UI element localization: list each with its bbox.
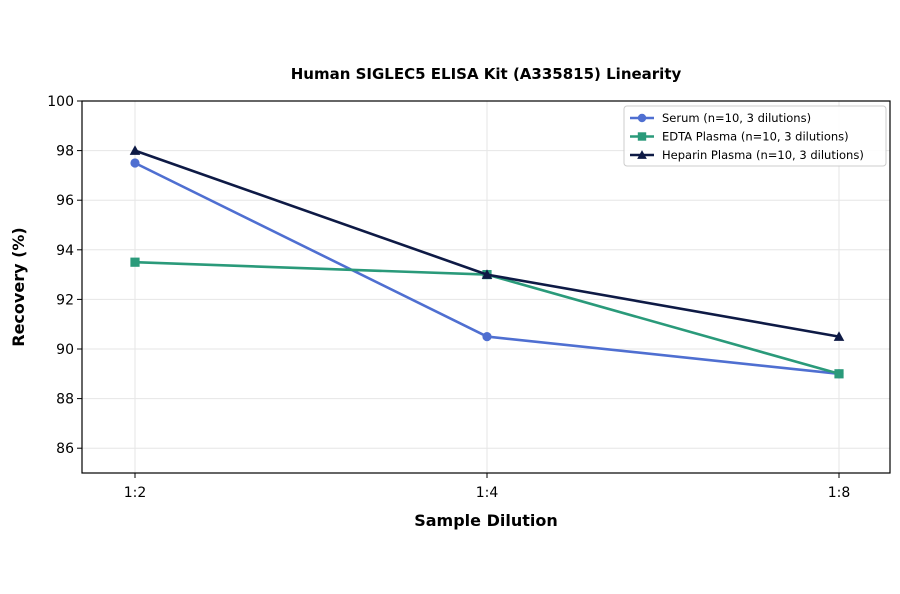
legend-marker	[637, 113, 647, 123]
legend-label: EDTA Plasma (n=10, 3 dilutions)	[662, 130, 849, 144]
legend-marker	[637, 132, 647, 141]
legend-item: Serum (n=10, 3 dilutions)	[630, 111, 811, 125]
legend-label: Heparin Plasma (n=10, 3 dilutions)	[662, 148, 864, 162]
legend-box	[623, 105, 887, 167]
chart-title: Human SIGLEC5 ELISA Kit (A335815) Linear…	[291, 65, 682, 83]
plot-frame	[81, 100, 891, 474]
legend-marker	[637, 150, 647, 159]
y-tick-label: 100	[47, 94, 74, 110]
x-axis-label: Sample Dilution	[414, 511, 558, 530]
x-tick-label: 1:2	[124, 485, 147, 501]
data-point	[129, 145, 141, 155]
grid-layer	[82, 101, 890, 473]
data-point	[482, 332, 492, 342]
data-point	[481, 269, 493, 279]
y-tick-label: 92	[56, 292, 74, 308]
data-point	[130, 158, 140, 168]
y-tick-label: 94	[56, 243, 74, 259]
data-point	[130, 257, 140, 267]
data-point	[833, 331, 845, 341]
y-tick-label: 86	[56, 441, 74, 457]
ticks-layer: 86 88 90 92 94 96 98 100 1:2 1:4 1:8	[47, 94, 850, 501]
data-point	[834, 369, 844, 379]
y-tick-label: 96	[56, 193, 74, 209]
legend-item: EDTA Plasma (n=10, 3 dilutions)	[630, 130, 849, 144]
legend-item: Heparin Plasma (n=10, 3 dilutions)	[630, 148, 864, 162]
y-tick-label: 88	[56, 392, 74, 408]
y-tick-label: 90	[56, 342, 74, 358]
legend-label: Serum (n=10, 3 dilutions)	[662, 111, 811, 125]
legend: Serum (n=10, 3 dilutions) EDTA Plasma (n=…	[623, 105, 887, 167]
y-axis-label: Recovery (%)	[9, 227, 28, 346]
x-tick-label: 1:8	[828, 485, 851, 501]
x-tick-label: 1:4	[476, 485, 499, 501]
series-layer	[129, 145, 845, 379]
y-tick-label: 98	[56, 144, 74, 160]
series-3	[129, 145, 845, 341]
